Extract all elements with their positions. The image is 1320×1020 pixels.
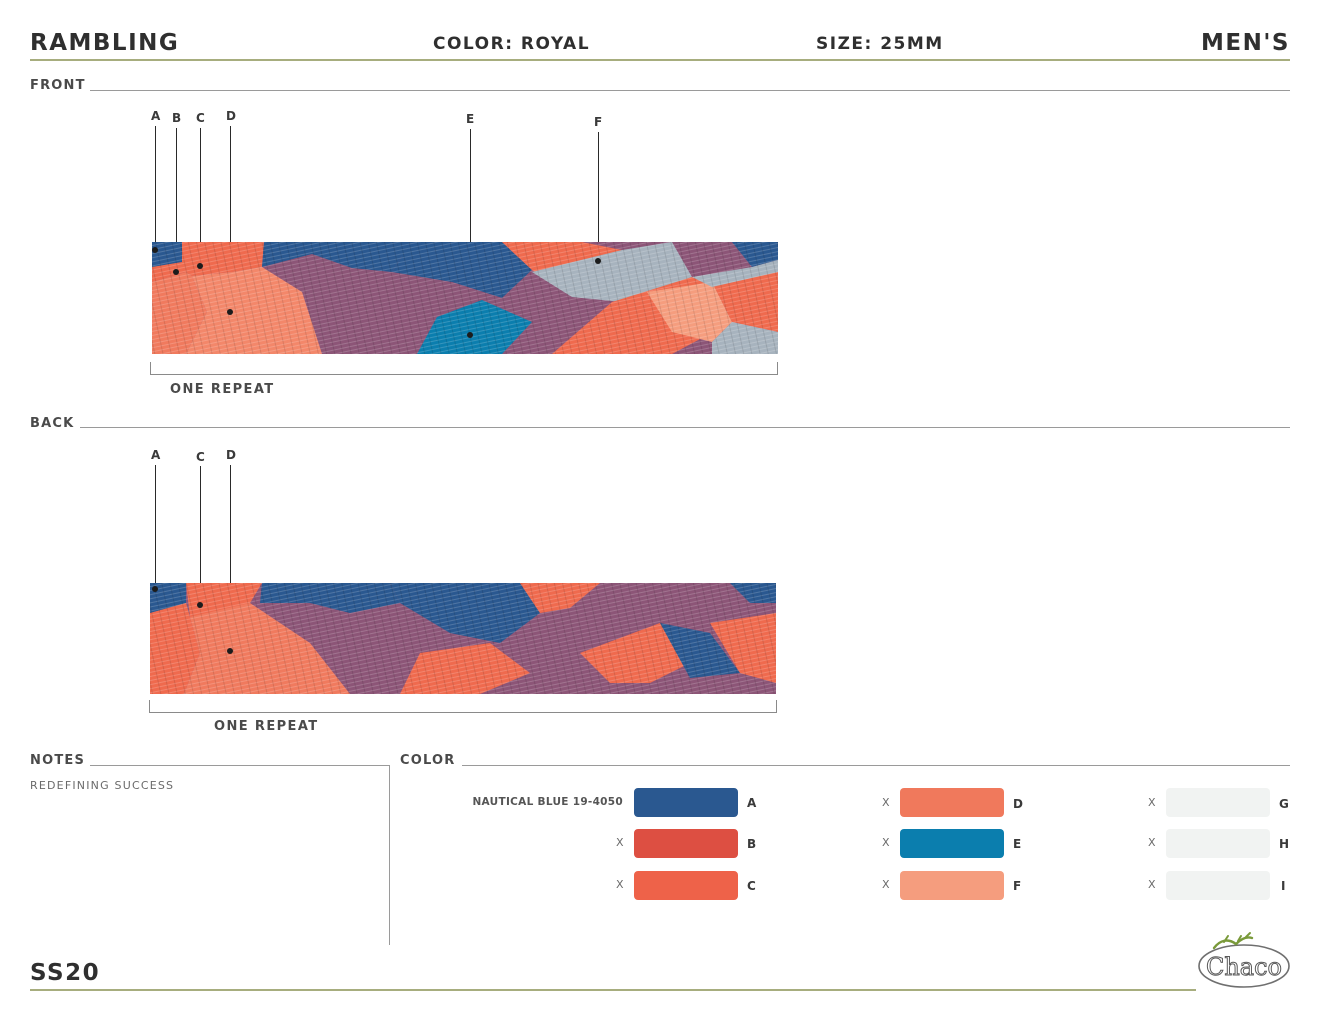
swatch-a-letter: A — [747, 796, 757, 810]
front-dot-f — [595, 258, 601, 264]
swatch-f-name: X — [882, 878, 890, 891]
style-name: RAMBLING — [30, 30, 180, 56]
front-dot-e — [467, 332, 473, 338]
back-leader-c — [200, 466, 201, 605]
back-dot-d — [227, 648, 233, 654]
front-repeat-label: ONE REPEAT — [170, 382, 275, 397]
notes-section-label: NOTES — [30, 753, 86, 768]
front-dot-c — [197, 263, 203, 269]
color-section-label: COLOR — [400, 753, 456, 768]
front-callout-c: C — [196, 111, 205, 125]
notes-divider — [389, 765, 390, 945]
front-leader-a — [155, 126, 156, 250]
swatch-b — [634, 829, 738, 858]
color-section-rule — [462, 765, 1290, 766]
swatch-a-name: NAUTICAL BLUE 19-4050 — [472, 796, 623, 808]
footer-rule — [30, 989, 1196, 991]
front-callout-e: E — [466, 112, 475, 126]
swatch-c-letter: C — [747, 879, 756, 893]
color-name: COLOR: ROYAL — [433, 34, 591, 54]
back-callout-a: A — [151, 448, 161, 462]
size-label: SIZE: 25MM — [816, 34, 944, 54]
front-leader-d — [230, 126, 231, 312]
swatch-g-name: X — [1148, 796, 1156, 809]
notes-text: REDEFINING SUCCESS — [30, 779, 175, 792]
back-section-label: BACK — [30, 416, 75, 431]
front-callout-b: B — [172, 111, 182, 125]
chaco-logo-text: Chaco — [1206, 953, 1282, 981]
front-section-rule — [90, 90, 1290, 91]
back-dot-a — [152, 586, 158, 592]
front-strap-pattern — [152, 242, 778, 354]
swatch-g-letter: G — [1279, 797, 1289, 811]
back-callout-d: D — [226, 448, 236, 462]
swatch-c — [634, 871, 738, 900]
back-strap-pattern — [150, 583, 776, 694]
front-section-label: FRONT — [30, 78, 86, 93]
swatch-i-letter: I — [1281, 879, 1286, 893]
swatch-e-letter: E — [1013, 837, 1022, 851]
swatch-h-name: X — [1148, 836, 1156, 849]
swatch-i — [1166, 871, 1270, 900]
back-repeat-label: ONE REPEAT — [214, 719, 319, 734]
front-callout-d: D — [226, 109, 236, 123]
front-dot-d — [227, 309, 233, 315]
front-callout-f: F — [594, 115, 603, 129]
swatch-d-name: X — [882, 796, 890, 809]
swatch-e — [900, 829, 1004, 858]
front-leader-f — [598, 132, 599, 261]
back-section-rule — [80, 427, 1290, 428]
back-leader-d — [230, 465, 231, 651]
front-leader-c — [200, 128, 201, 266]
swatch-e-name: X — [882, 836, 890, 849]
chaco-logo: Chaco — [1196, 928, 1292, 992]
back-dot-c — [197, 602, 203, 608]
front-dot-a — [152, 247, 158, 253]
swatch-f — [900, 871, 1004, 900]
season-label: SS20 — [30, 960, 101, 986]
swatch-g — [1166, 788, 1270, 817]
notes-section-rule — [90, 765, 390, 766]
back-leader-a — [155, 465, 156, 589]
front-dot-b — [173, 269, 179, 275]
gender-label: MEN'S — [1201, 30, 1290, 56]
swatch-b-name: X — [616, 836, 624, 849]
swatch-i-name: X — [1148, 878, 1156, 891]
swatch-f-letter: F — [1013, 879, 1022, 893]
swatch-h-letter: H — [1279, 837, 1290, 851]
swatch-c-name: X — [616, 878, 624, 891]
back-repeat-bracket — [149, 700, 777, 713]
front-leader-b — [176, 128, 177, 272]
swatch-b-letter: B — [747, 837, 757, 851]
back-callout-c: C — [196, 450, 205, 464]
front-leader-e — [470, 129, 471, 335]
swatch-d-letter: D — [1013, 797, 1023, 811]
front-callout-a: A — [151, 109, 161, 123]
swatch-a — [634, 788, 738, 817]
swatch-h — [1166, 829, 1270, 858]
front-repeat-bracket — [150, 362, 778, 375]
swatch-d — [900, 788, 1004, 817]
header-rule — [30, 59, 1290, 61]
